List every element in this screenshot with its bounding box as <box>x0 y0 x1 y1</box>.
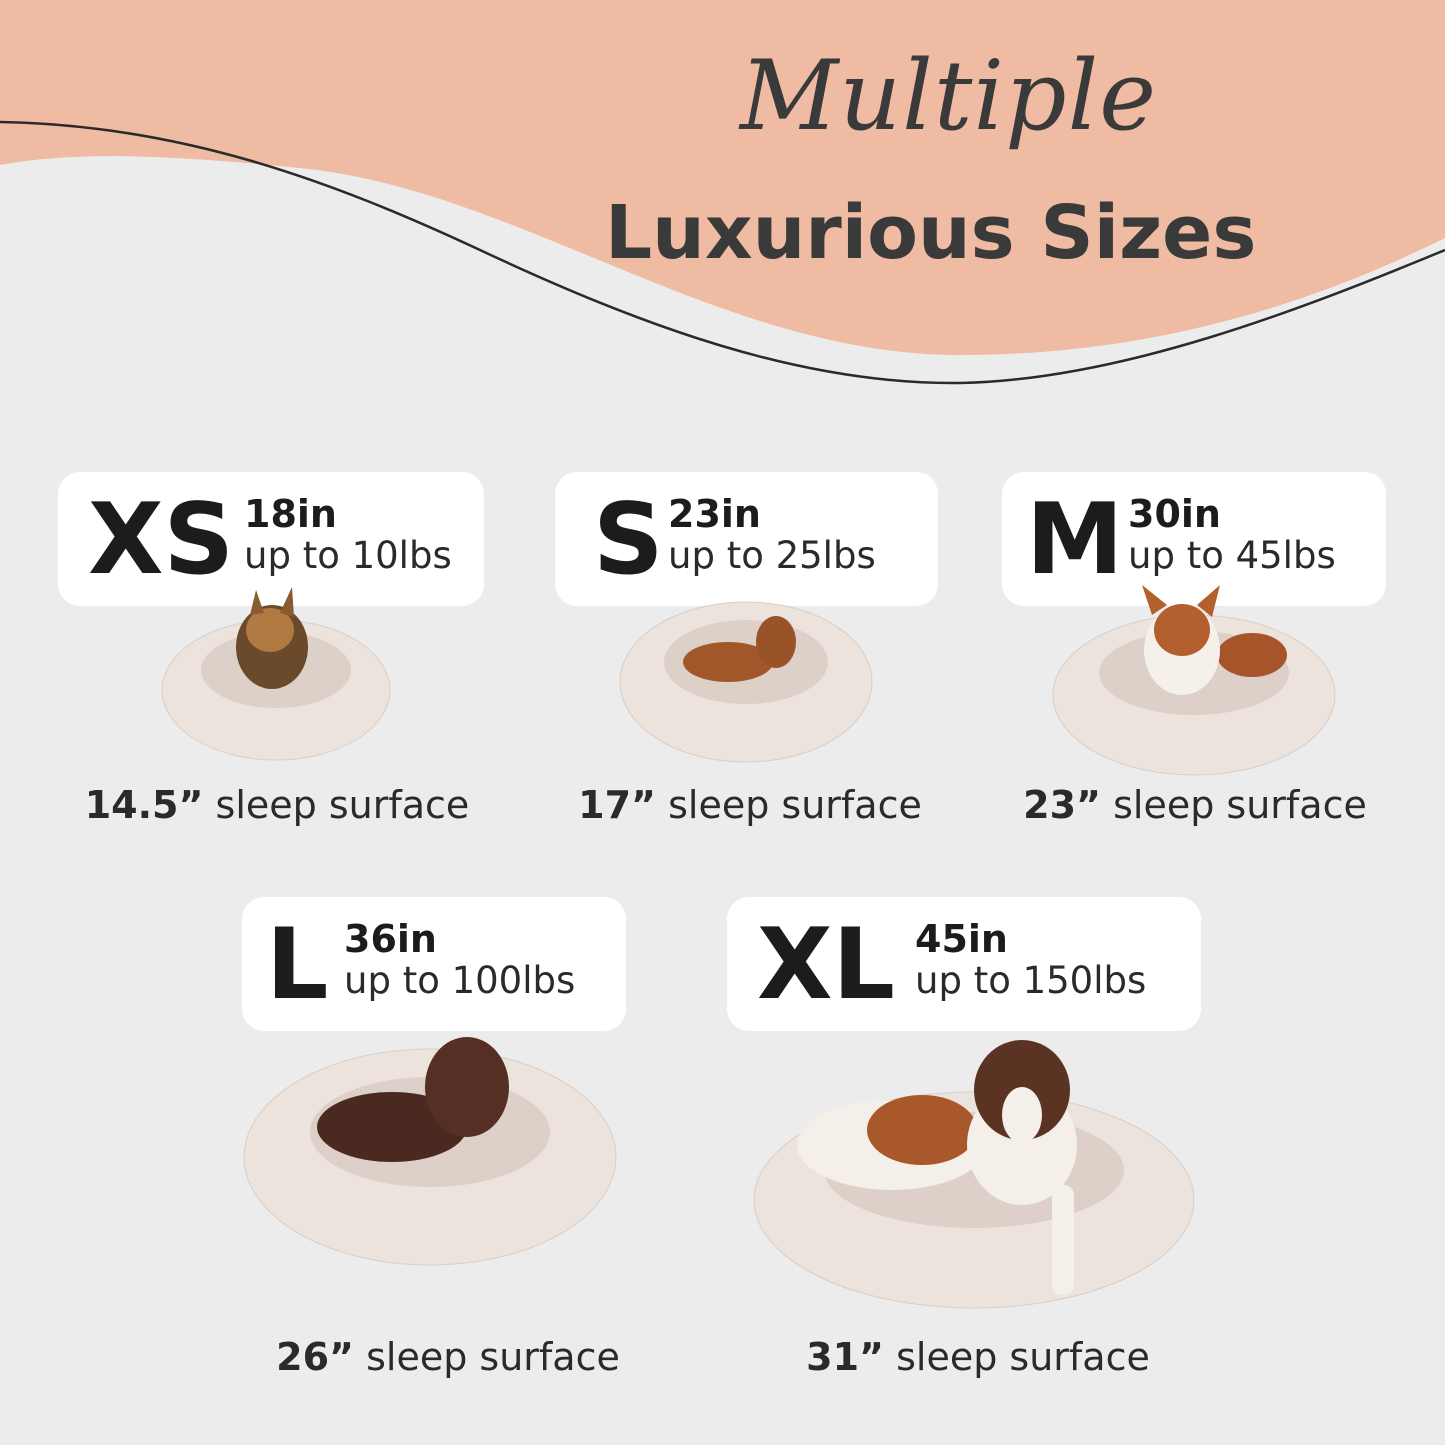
size-label: XS <box>88 483 235 597</box>
dog-saint-bernard <box>797 1040 1077 1295</box>
sleep-surface-caption: 17” sleep surface <box>578 783 922 827</box>
diameter: 30in <box>1128 492 1221 536</box>
bed-image-xl <box>753 1040 1195 1309</box>
bed-image-m <box>1052 585 1336 776</box>
sleep-surface-caption: 14.5” sleep surface <box>84 783 470 827</box>
size-card-xs: XS 18in up to 10lbs <box>58 472 484 606</box>
dog-dachshund <box>683 616 796 682</box>
dog-yorkshire-terrier <box>236 587 308 689</box>
weight-limit: up to 100lbs <box>344 959 576 1002</box>
sleep-surface-caption: 31” sleep surface <box>806 1335 1150 1379</box>
dog-corgi <box>1142 585 1287 695</box>
sleep-surface-caption: 26” sleep surface <box>276 1335 620 1379</box>
weight-limit: up to 150lbs <box>915 959 1147 1002</box>
title-script: Multiple <box>740 40 1158 152</box>
size-label: M <box>1026 483 1124 597</box>
size-card-xl: XL 45in up to 150lbs <box>727 897 1201 1031</box>
size-card-l: L 36in up to 100lbs <box>242 897 626 1031</box>
size-card-s: S 23in up to 25lbs <box>555 472 938 606</box>
size-card-m: M 30in up to 45lbs <box>1002 472 1386 606</box>
diameter: 36in <box>344 917 437 961</box>
diameter: 45in <box>915 917 1008 961</box>
diameter: 23in <box>668 492 761 536</box>
size-label: XL <box>757 908 896 1022</box>
dog-chocolate-labrador <box>317 1037 509 1162</box>
bed-image-xs <box>161 587 391 761</box>
bed-image-s <box>619 601 873 763</box>
size-label: S <box>593 483 664 597</box>
title-main: Luxurious Sizes <box>605 190 1257 276</box>
weight-limit: up to 10lbs <box>244 534 452 577</box>
bed-image-l <box>243 1037 617 1266</box>
peach-header-shape <box>0 0 1445 355</box>
size-label: L <box>266 908 329 1022</box>
weight-limit: up to 45lbs <box>1128 534 1336 577</box>
diameter: 18in <box>244 492 337 536</box>
wave-line <box>0 120 1445 385</box>
sleep-surface-caption: 23” sleep surface <box>1023 783 1367 827</box>
weight-limit: up to 25lbs <box>668 534 876 577</box>
